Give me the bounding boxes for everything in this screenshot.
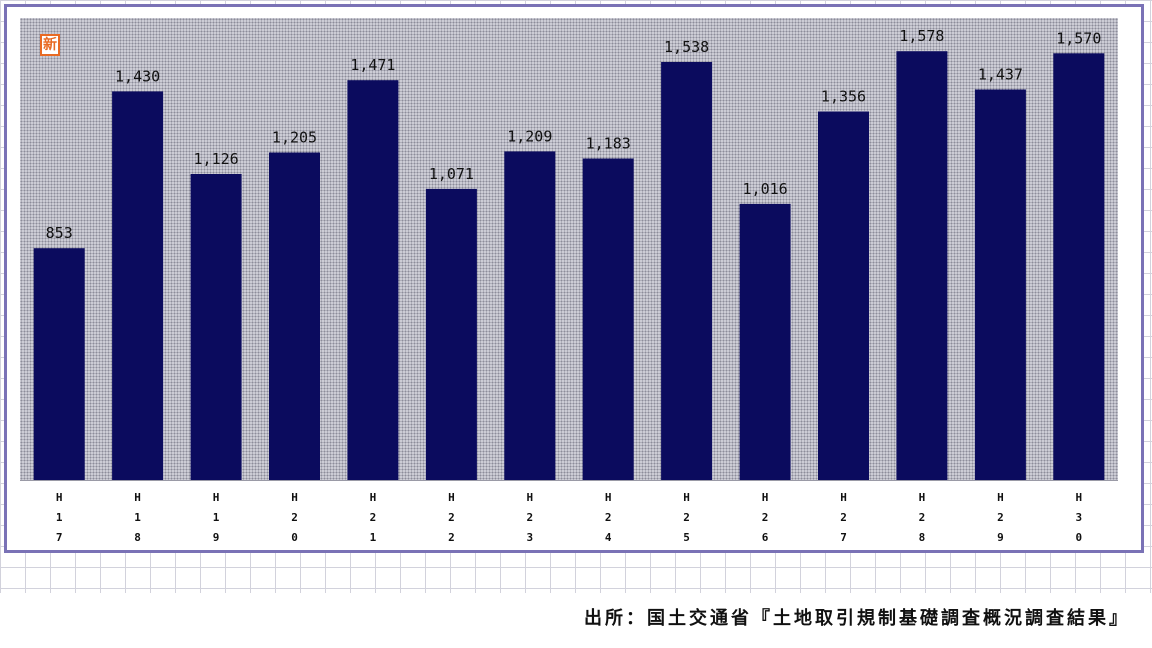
footer-band bbox=[0, 593, 1152, 648]
value-label-H24: 1,183 bbox=[586, 135, 631, 153]
value-label-H17: 853 bbox=[46, 224, 73, 242]
value-label-H22: 1,071 bbox=[429, 165, 474, 183]
bar-H23 bbox=[504, 151, 556, 480]
bar-H21 bbox=[347, 80, 399, 480]
value-label-H18: 1,430 bbox=[115, 67, 160, 85]
source-note: 出所：国土交通省『土地取引規制基礎調査概況調査結果』 bbox=[584, 608, 1130, 629]
value-label-H30: 1,570 bbox=[1056, 29, 1101, 47]
value-label-H20: 1,205 bbox=[272, 129, 317, 147]
bar-H18 bbox=[112, 91, 164, 481]
bar-H29 bbox=[974, 89, 1026, 480]
bar-H27 bbox=[818, 111, 869, 480]
bar-H24 bbox=[582, 158, 634, 480]
value-label-H29: 1,437 bbox=[978, 66, 1023, 84]
bar-H28 bbox=[896, 51, 948, 480]
value-label-H27: 1,356 bbox=[821, 88, 866, 106]
value-label-H23: 1,209 bbox=[507, 127, 552, 145]
bar-H19 bbox=[190, 174, 242, 480]
bar-H25 bbox=[661, 62, 713, 480]
value-label-H28: 1,578 bbox=[899, 27, 944, 45]
value-label-H19: 1,126 bbox=[194, 150, 239, 168]
x-axis-baseline bbox=[20, 480, 1118, 481]
bar-H30 bbox=[1053, 53, 1105, 481]
value-label-H25: 1,538 bbox=[664, 38, 709, 56]
bar-H20 bbox=[269, 152, 320, 480]
new-badge-icon: 新 bbox=[40, 34, 60, 56]
value-label-H21: 1,471 bbox=[350, 56, 395, 74]
bar-H17 bbox=[33, 248, 85, 480]
bar-H22 bbox=[425, 188, 477, 480]
value-label-H26: 1,016 bbox=[743, 180, 788, 198]
bar-H26 bbox=[739, 203, 791, 480]
